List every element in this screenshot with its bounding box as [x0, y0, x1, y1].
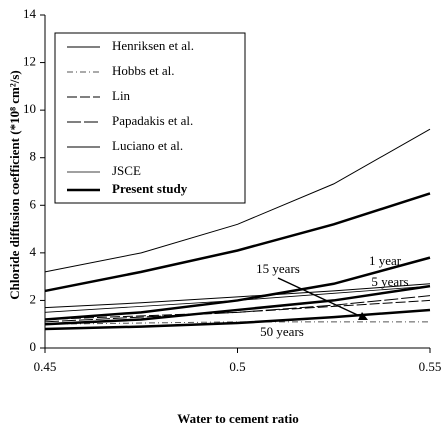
curve-label: 1 year [369, 253, 402, 268]
y-tick-label: 4 [30, 244, 37, 259]
legend-label: Papadakis et al. [112, 113, 193, 128]
y-tick-label: 10 [23, 101, 36, 116]
legend-label: Luciano et al. [112, 138, 183, 153]
legend-label: Lin [112, 88, 131, 103]
series-line [44, 256, 431, 321]
y-tick-label: 8 [30, 149, 37, 164]
series-line [44, 308, 431, 331]
y-axis-label: Chloride diffusion coefficient (*10⁸ cm²… [7, 70, 22, 300]
legend-label: Present study [112, 181, 188, 196]
arrow [277, 277, 365, 319]
curve-label: 15 years [256, 261, 300, 276]
arrow-head [358, 312, 368, 320]
legend-box [54, 32, 246, 204]
legend-label: JSCE [112, 163, 141, 178]
y-tick-label: 2 [30, 291, 37, 306]
series-line [44, 295, 431, 323]
series-line [44, 128, 431, 273]
y-tick-label: 0 [30, 339, 37, 354]
y-tick-label: 14 [23, 6, 37, 21]
series-line [44, 284, 431, 326]
x-tick-label: 0.55 [419, 359, 442, 374]
series-line [44, 299, 431, 320]
series-line [44, 283, 431, 309]
y-tick-label: 12 [23, 54, 36, 69]
x-tick-label: 0.5 [229, 359, 245, 374]
legend-label: Henriksen et al. [112, 38, 194, 53]
series-line [44, 192, 431, 293]
x-tick-label: 0.45 [34, 359, 57, 374]
legend-label: Hobbs et al. [112, 63, 174, 78]
y-tick-label: 6 [30, 196, 37, 211]
curve-label: 5 years [371, 274, 408, 289]
x-axis-label: Water to cement ratio [177, 411, 298, 426]
curve-label: 50 years [260, 324, 304, 339]
